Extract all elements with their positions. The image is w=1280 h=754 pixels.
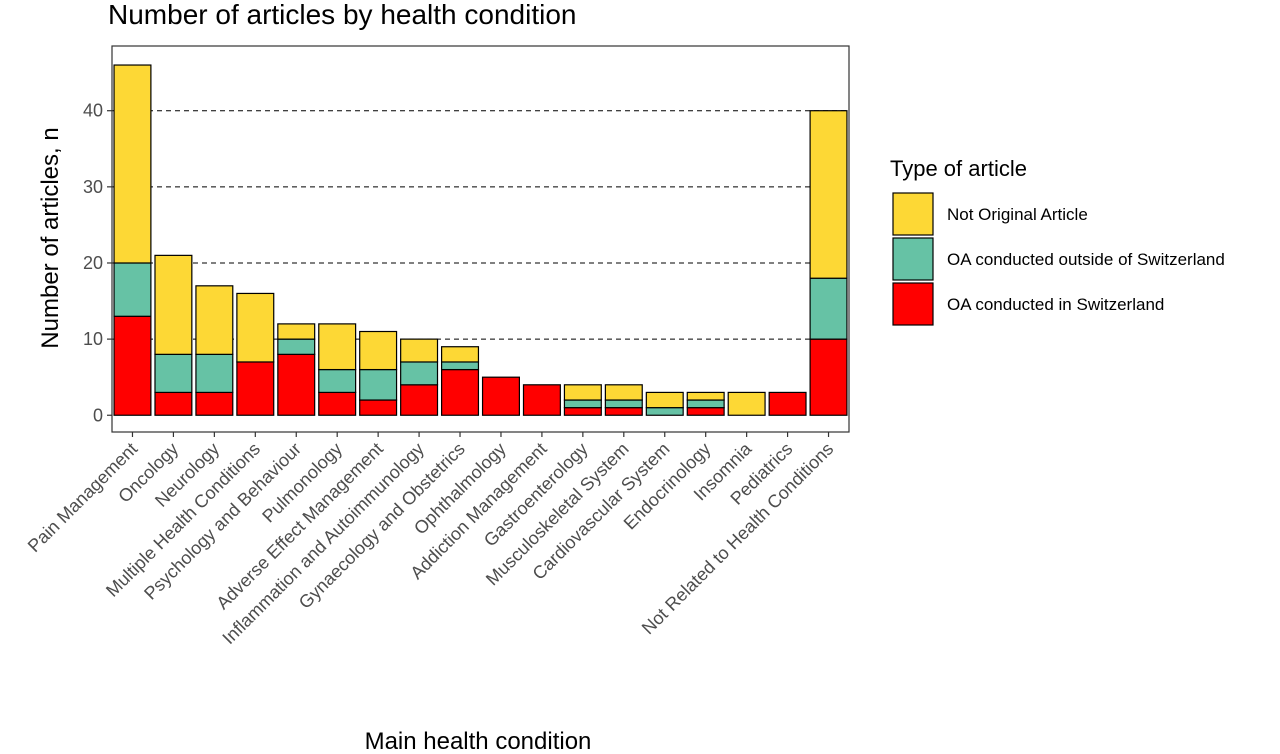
bar-segment [154, 254, 193, 355]
bar-segment [441, 361, 480, 371]
bar-segment [686, 399, 725, 409]
bar-segment [645, 391, 684, 409]
bar-segment [195, 391, 234, 416]
bar-segment [563, 407, 602, 416]
chart-title: Number of articles by health condition [108, 0, 576, 30]
y-tick-label: 30 [83, 177, 103, 197]
bar-segment [604, 399, 643, 409]
legend-label: OA conducted outside of Switzerland [947, 250, 1225, 269]
y-tick-label: 40 [83, 101, 103, 121]
bar-segment [359, 330, 398, 371]
bar-segment [359, 399, 398, 416]
bar-segment [195, 353, 234, 394]
y-tick-label: 10 [83, 329, 103, 349]
bar-segment [645, 407, 684, 416]
x-axis: Pain ManagementOncologyNeurologyMultiple… [24, 432, 837, 648]
legend-label: Not Original Article [947, 205, 1088, 224]
bar-segment [604, 384, 643, 401]
bar-segment [318, 323, 357, 371]
bar-segment [318, 391, 357, 416]
bar-segment [154, 353, 193, 394]
bar-segment [809, 338, 848, 416]
plot-panel [111, 45, 850, 433]
legend-key [892, 192, 934, 236]
bar-segment [441, 346, 480, 363]
bar-segment [563, 399, 602, 409]
bar-segment [727, 391, 766, 416]
bar-segment [400, 384, 439, 416]
legend: Type of article Not Original Article OA c… [890, 156, 1225, 326]
legend-key [892, 282, 934, 326]
legend-label: OA conducted in Switzerland [947, 295, 1164, 314]
bar-segment [113, 315, 152, 416]
legend-title: Type of article [890, 156, 1027, 181]
bars [113, 64, 848, 416]
bar-segment [236, 361, 275, 416]
bar-segment [277, 338, 316, 355]
bar-segment [686, 407, 725, 416]
bar-segment [277, 353, 316, 416]
bar-segment [768, 391, 807, 416]
bar-segment [359, 368, 398, 401]
bar-segment [522, 384, 561, 416]
bar-segment [686, 391, 725, 401]
bar-segment [113, 64, 152, 264]
bar-segment [481, 376, 520, 416]
y-tick-label: 20 [83, 253, 103, 273]
bar-segment [195, 285, 234, 355]
bar-segment [809, 110, 848, 279]
bar-segment [441, 368, 480, 416]
legend-key [892, 237, 934, 281]
bar-segment [236, 292, 275, 363]
y-axis: 0 10 20 30 40 [83, 101, 112, 425]
bar-segment [809, 277, 848, 340]
bar-segment [400, 361, 439, 386]
bar-segment [318, 368, 357, 394]
x-axis-title: Main health condition [365, 728, 592, 754]
y-axis-title: Number of articles, n [37, 127, 64, 348]
y-tick-label: 0 [93, 405, 103, 425]
gridlines [112, 110, 849, 340]
bar-segment [113, 262, 152, 317]
bar-segment [277, 323, 316, 340]
bar-segment [604, 407, 643, 416]
bar-segment [400, 338, 439, 363]
bar-segment [563, 384, 602, 401]
bar-segment [154, 391, 193, 416]
